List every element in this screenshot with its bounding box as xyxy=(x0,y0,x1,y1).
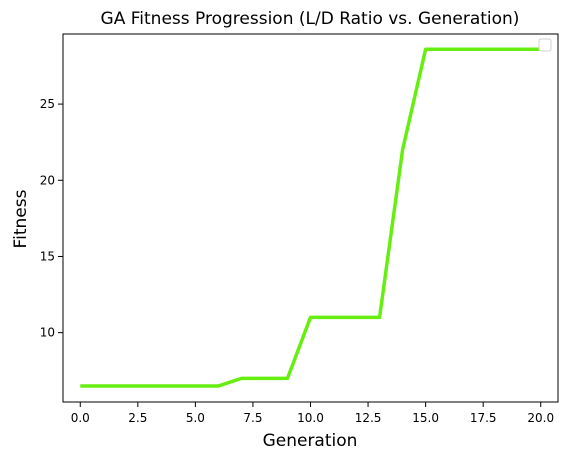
y-tick-label: 10 xyxy=(40,326,55,340)
x-tick-label: 2.5 xyxy=(128,411,147,425)
legend-box xyxy=(538,38,552,52)
x-tick-label: 0.0 xyxy=(71,411,90,425)
plot-area xyxy=(63,34,558,402)
x-tick-label: 7.5 xyxy=(243,411,262,425)
y-axis-title: Fitness xyxy=(11,189,31,248)
series-line-0 xyxy=(80,47,541,388)
x-tick-label: 15.0 xyxy=(412,411,439,425)
x-tick-label: 5.0 xyxy=(186,411,205,425)
y-tick-label: 25 xyxy=(40,97,55,111)
x-axis-title: Generation xyxy=(263,431,358,451)
chart-title: GA Fitness Progression (L/D Ratio vs. Ge… xyxy=(101,9,520,29)
series-layer xyxy=(80,47,541,388)
x-tick-label: 10.0 xyxy=(297,411,324,425)
y-tick-label: 15 xyxy=(40,249,55,263)
x-tick-label: 12.5 xyxy=(355,411,382,425)
x-tick-label: 17.5 xyxy=(470,411,497,425)
axes: 0.0 2.5 5.0 7.5 10.0 12.5 15.0 17.5 20.0 10 15 20 25 xyxy=(40,33,559,425)
x-tick-label: 20.0 xyxy=(527,411,554,425)
y-tick-label: 20 xyxy=(40,173,55,187)
plot-background xyxy=(63,34,558,402)
